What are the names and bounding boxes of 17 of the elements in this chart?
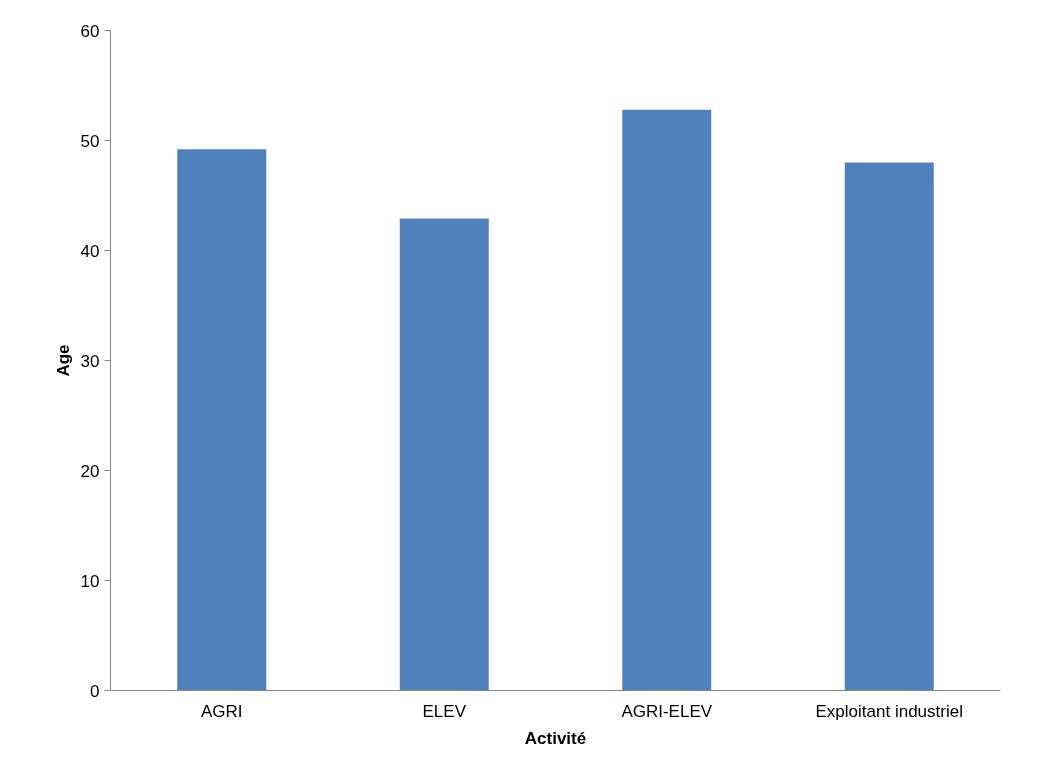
- y-tick-label: 10: [80, 571, 100, 591]
- y-axis-title: Age: [53, 344, 73, 377]
- y-tick-label: 30: [80, 351, 100, 371]
- x-tick-label: AGRI-ELEV: [621, 701, 713, 721]
- bar: [844, 162, 934, 691]
- y-tick-label: 40: [80, 241, 100, 261]
- x-tick-label: AGRI: [200, 701, 243, 721]
- x-axis-title: Activité: [524, 728, 587, 748]
- x-tick-label: ELEV: [422, 701, 467, 721]
- bar: [177, 149, 267, 691]
- bar: [399, 218, 489, 691]
- y-tick-label: 20: [80, 461, 100, 481]
- y-tick-label: 50: [80, 131, 100, 151]
- y-tick-label: 60: [80, 21, 100, 41]
- bar: [622, 109, 712, 691]
- x-tick-label: Exploitant industriel: [815, 701, 963, 721]
- y-tick-label: 0: [90, 681, 100, 701]
